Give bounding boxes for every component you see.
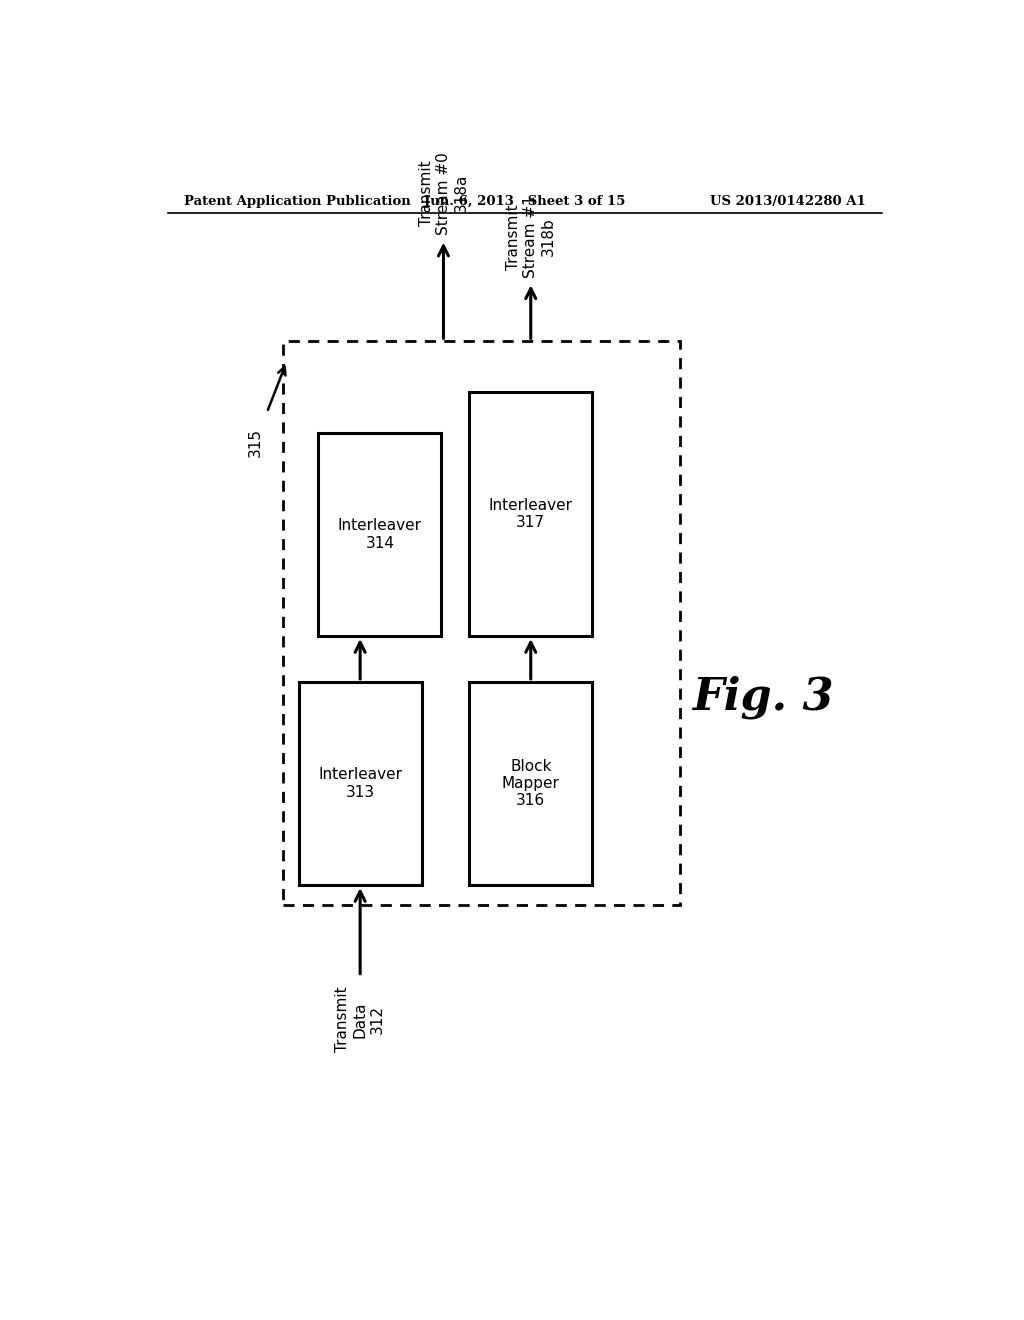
Text: Patent Application Publication: Patent Application Publication <box>183 194 411 207</box>
Text: Fig. 3: Fig. 3 <box>692 676 834 719</box>
Bar <box>318 433 441 636</box>
Text: Interleaver
317: Interleaver 317 <box>488 498 572 531</box>
Text: Interleaver
314: Interleaver 314 <box>338 519 422 550</box>
Bar <box>283 342 680 906</box>
Bar <box>469 682 592 886</box>
Text: Transmit
Stream #1
318b: Transmit Stream #1 318b <box>506 195 556 279</box>
Text: Block
Mapper
316: Block Mapper 316 <box>502 759 560 808</box>
Text: 315: 315 <box>248 428 262 457</box>
Text: Transmit
Data
312: Transmit Data 312 <box>335 987 385 1052</box>
Bar <box>469 392 592 636</box>
Text: Jun. 6, 2013   Sheet 3 of 15: Jun. 6, 2013 Sheet 3 of 15 <box>424 194 626 207</box>
Bar <box>299 682 422 886</box>
Text: US 2013/0142280 A1: US 2013/0142280 A1 <box>711 194 866 207</box>
Text: Transmit
Stream #0
318a: Transmit Stream #0 318a <box>419 152 468 235</box>
Text: Interleaver
313: Interleaver 313 <box>318 767 402 800</box>
